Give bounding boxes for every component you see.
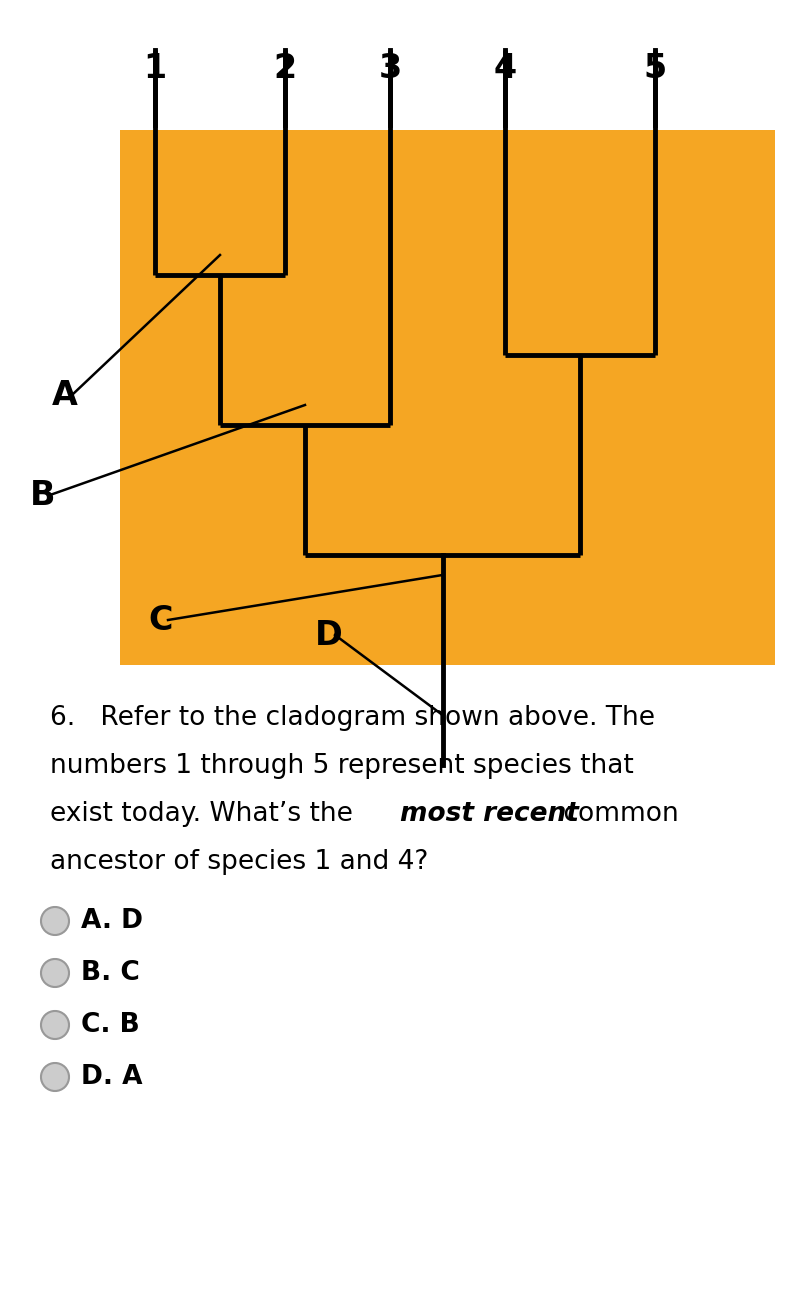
Circle shape: [41, 1063, 69, 1091]
Text: D. A: D. A: [81, 1064, 142, 1090]
Text: ancestor of species 1 and 4?: ancestor of species 1 and 4?: [50, 849, 428, 874]
Text: exist today. What’s the: exist today. What’s the: [50, 801, 362, 827]
Text: 5: 5: [643, 53, 666, 85]
Circle shape: [41, 959, 69, 988]
Text: C. B: C. B: [81, 1013, 140, 1038]
Text: most recent: most recent: [400, 801, 579, 827]
Text: B. C: B. C: [81, 960, 140, 986]
Text: B: B: [30, 479, 55, 512]
Text: D: D: [315, 618, 342, 651]
Text: 4: 4: [494, 53, 517, 85]
Text: 3: 3: [378, 53, 402, 85]
Circle shape: [41, 907, 69, 935]
Text: C: C: [148, 604, 173, 636]
Bar: [120, 130, 775, 665]
Text: A. D: A. D: [81, 907, 143, 934]
Circle shape: [41, 1011, 69, 1039]
Text: 6.   Refer to the cladogram shown above. The: 6. Refer to the cladogram shown above. T…: [50, 705, 655, 731]
Text: 2: 2: [274, 53, 297, 85]
Text: common: common: [555, 801, 678, 827]
Text: 1: 1: [143, 53, 166, 85]
Text: A: A: [52, 379, 78, 412]
Text: numbers 1 through 5 represent species that: numbers 1 through 5 represent species th…: [50, 753, 634, 778]
